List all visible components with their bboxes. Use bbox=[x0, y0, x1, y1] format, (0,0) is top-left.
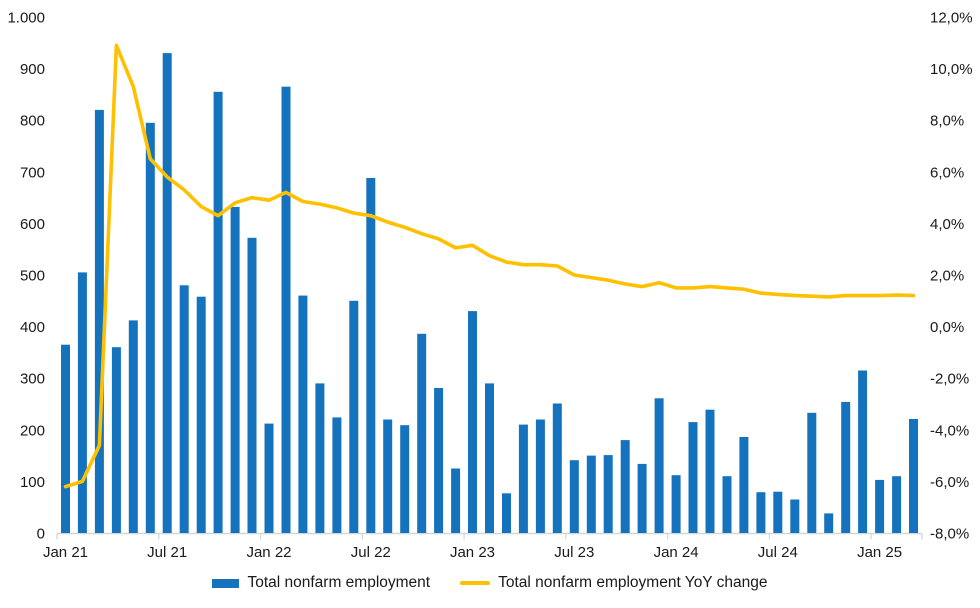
bar-feb-25 bbox=[892, 476, 902, 533]
bar-jan-21 bbox=[61, 344, 70, 533]
bar-mar-25 bbox=[909, 419, 918, 533]
right-axis-label: 0,0% bbox=[930, 319, 964, 336]
bar-jul-24 bbox=[773, 491, 783, 533]
right-axis-label: -6,0% bbox=[930, 474, 969, 491]
bar-may-22 bbox=[332, 417, 342, 533]
left-axis-label: 900 bbox=[20, 61, 45, 78]
legend-label-bar-series: Total nonfarm employment bbox=[247, 574, 431, 591]
bar-aug-22 bbox=[383, 419, 393, 533]
bar-feb-21 bbox=[77, 272, 87, 533]
bar-series-swatch-icon bbox=[212, 578, 240, 588]
bar-nov-24 bbox=[841, 401, 851, 533]
left-axis-label: 800 bbox=[20, 113, 45, 130]
left-axis-label: 1.000 bbox=[7, 10, 45, 27]
bar-apr-23 bbox=[518, 424, 528, 533]
x-axis-label: Jul 22 bbox=[351, 544, 391, 561]
right-axis-label: 8,0% bbox=[930, 113, 964, 130]
yoy-change-line bbox=[63, 43, 916, 489]
bar-oct-22 bbox=[417, 333, 427, 533]
left-axis-label: 200 bbox=[20, 422, 45, 439]
bar-mar-22 bbox=[298, 295, 308, 533]
bar-apr-22 bbox=[315, 383, 325, 533]
bar-nov-22 bbox=[434, 388, 444, 533]
right-axis-label: 12,0% bbox=[930, 10, 973, 27]
right-axis-label: 2,0% bbox=[930, 268, 964, 285]
bar-jun-23 bbox=[552, 403, 562, 533]
bar-may-24 bbox=[739, 437, 749, 533]
bar-may-23 bbox=[535, 419, 545, 533]
bar-aug-24 bbox=[790, 499, 800, 533]
x-axis-label: Jan 25 bbox=[857, 544, 902, 561]
bar-nov-21 bbox=[230, 206, 240, 533]
x-axis-label: Jul 21 bbox=[147, 544, 187, 561]
bar-jan-25 bbox=[875, 479, 885, 533]
right-axis-label: 10,0% bbox=[930, 61, 973, 78]
x-axis-label: Jan 24 bbox=[654, 544, 699, 561]
right-axis-label: 4,0% bbox=[930, 216, 964, 233]
right-axis-label: -4,0% bbox=[930, 422, 969, 439]
bar-mar-21 bbox=[94, 109, 104, 534]
bar-jan-22 bbox=[264, 423, 274, 533]
bar-feb-24 bbox=[688, 422, 698, 533]
right-axis-label: -8,0% bbox=[930, 526, 969, 543]
bar-aug-23 bbox=[586, 455, 596, 533]
bar-mar-24 bbox=[705, 409, 715, 533]
bar-feb-22 bbox=[281, 86, 291, 533]
bar-dec-21 bbox=[247, 237, 257, 534]
bar-jun-24 bbox=[756, 492, 766, 533]
x-axis-label: Jul 24 bbox=[758, 544, 798, 561]
x-axis-label: Jan 22 bbox=[246, 544, 291, 561]
employment-chart: 0 100 200 300 400 500 600 700 800 900 1.000 -8,0% -6… bbox=[7, 10, 973, 562]
bar-jan-23 bbox=[468, 311, 477, 533]
bar-apr-21 bbox=[111, 347, 121, 533]
legend-item-line-series: Total nonfarm employment YoY change bbox=[460, 574, 768, 592]
left-axis-label: 500 bbox=[20, 268, 45, 285]
bar-dec-23 bbox=[654, 398, 664, 533]
bar-sep-21 bbox=[196, 296, 206, 533]
left-axis-label: 0 bbox=[37, 526, 45, 543]
bar-oct-24 bbox=[824, 513, 834, 533]
bar-apr-24 bbox=[722, 476, 732, 533]
right-axis-label: -2,0% bbox=[930, 371, 969, 388]
left-axis-label: 400 bbox=[20, 319, 45, 336]
bar-jul-21 bbox=[162, 53, 172, 533]
bar-mar-23 bbox=[502, 493, 511, 533]
left-axis-label: 100 bbox=[20, 474, 45, 491]
bar-nov-23 bbox=[637, 463, 647, 533]
line-series-swatch-icon bbox=[460, 581, 491, 585]
legend-item-bar-series: Total nonfarm employment bbox=[212, 574, 430, 592]
bar-dec-24 bbox=[858, 370, 868, 533]
bar-sep-22 bbox=[400, 425, 410, 533]
bar-jul-22 bbox=[366, 178, 376, 533]
bar-dec-22 bbox=[451, 468, 461, 533]
left-axis-label: 600 bbox=[20, 216, 45, 233]
left-axis-label: 300 bbox=[20, 371, 45, 388]
bar-sep-24 bbox=[807, 412, 817, 533]
bar-oct-23 bbox=[620, 440, 630, 533]
legend-label-line-series: Total nonfarm employment YoY change bbox=[498, 574, 768, 591]
bar-aug-21 bbox=[179, 285, 189, 533]
bar-jun-22 bbox=[349, 300, 359, 533]
x-axis-label: Jan 21 bbox=[43, 544, 88, 561]
right-axis-label: 6,0% bbox=[930, 164, 964, 181]
bar-jul-23 bbox=[569, 460, 579, 533]
x-axis-label: Jul 23 bbox=[554, 544, 594, 561]
bar-feb-23 bbox=[485, 383, 494, 533]
bar-jun-21 bbox=[145, 122, 155, 534]
bar-oct-21 bbox=[213, 91, 223, 534]
bar-sep-23 bbox=[603, 455, 613, 533]
bar-may-21 bbox=[128, 320, 138, 533]
left-axis-label: 700 bbox=[20, 164, 45, 181]
chart-legend: Total nonfarm employment Total nonfarm e… bbox=[0, 574, 980, 592]
x-axis-label: Jan 23 bbox=[450, 544, 495, 561]
bar-jan-24 bbox=[671, 475, 681, 533]
